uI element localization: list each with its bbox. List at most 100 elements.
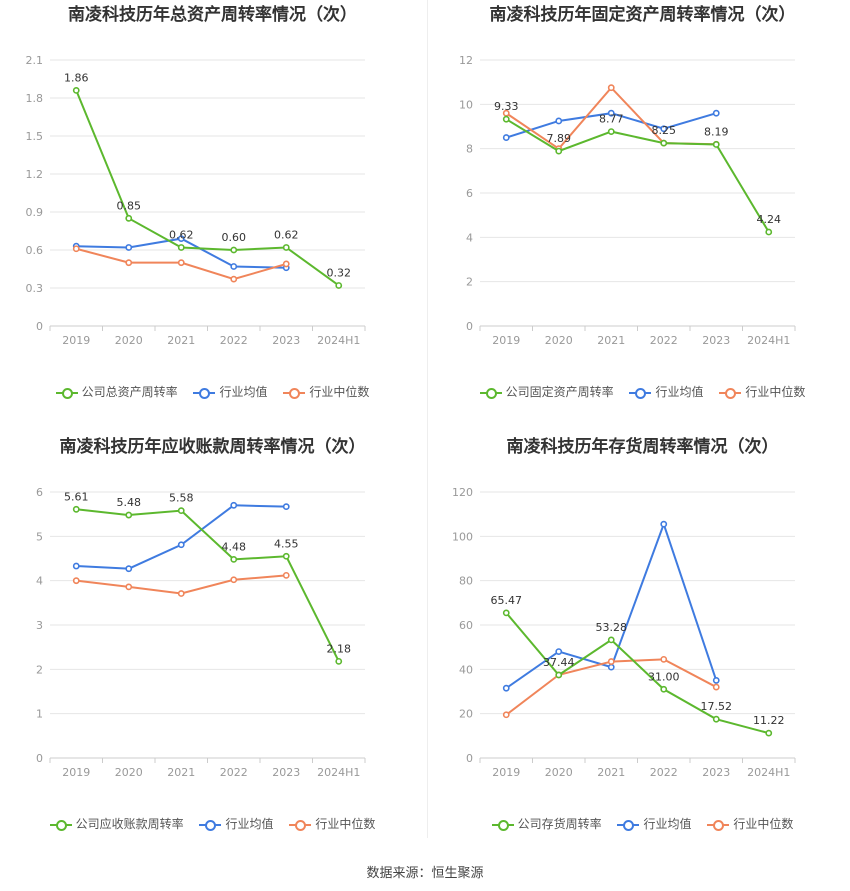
legend-marker-icon bbox=[479, 387, 502, 399]
data-point-median bbox=[712, 683, 720, 691]
y-tick-label: 40 bbox=[459, 663, 473, 676]
chart-plot: 0 1 2 3 4 5 6 2019 2020 2021 2022 2023 2024H1 5.61 5.4… bbox=[36, 486, 366, 779]
y-tick-label: 0 bbox=[36, 320, 43, 333]
x-tick-label: 2020 bbox=[115, 766, 143, 779]
legend-item-industry-average[interactable]: 行业均值 bbox=[629, 383, 704, 400]
x-tick-label: 2020 bbox=[115, 334, 143, 347]
x-tick-label: 2023 bbox=[272, 334, 300, 347]
legend-item-industry-median[interactable]: 行业中位数 bbox=[719, 383, 805, 400]
chart-plot: 0 2 4 6 8 10 12 2019 2020 2021 2022 2023 2024H1 9.33 7… bbox=[459, 54, 796, 347]
x-tick-label: 2023 bbox=[702, 334, 730, 347]
legend-item-company[interactable]: 公司总资产周转率 bbox=[55, 383, 178, 400]
data-point-median bbox=[125, 583, 133, 591]
data-label: 5.48 bbox=[117, 496, 142, 509]
x-tick-label: 2020 bbox=[545, 334, 573, 347]
legend-marker-icon bbox=[49, 819, 72, 831]
x-tick-label: 2022 bbox=[650, 766, 678, 779]
chart-plot: 0 0.3 0.6 0.9 1.2 1.5 1.8 2.1 2019 2020 2021 2022 20… bbox=[26, 54, 366, 347]
data-point-company bbox=[125, 511, 133, 519]
legend-item-industry-average[interactable]: 行业均值 bbox=[617, 815, 692, 832]
data-point-avg bbox=[72, 562, 80, 570]
data-point-median bbox=[607, 84, 615, 92]
data-point-avg bbox=[660, 520, 668, 528]
chart-legend: 公司应收账款周转率 行业均值 行业中位数 bbox=[0, 815, 425, 832]
data-source-note: 数据来源：恒生聚源 bbox=[366, 866, 484, 881]
chart-panel-receivables-turnover: 南凌科技历年应收账款周转率情况（次） 0 1 2 3 4 5 6 2019 2020 2021 20… bbox=[0, 432, 425, 864]
x-tick-label: 2024H1 bbox=[747, 766, 790, 779]
series-line-company bbox=[505, 612, 770, 735]
x-tick-label: 2023 bbox=[702, 766, 730, 779]
data-point-avg bbox=[177, 541, 185, 549]
y-tick-label: 2.1 bbox=[26, 54, 44, 67]
y-tick-label: 10 bbox=[459, 98, 473, 111]
series-line-company bbox=[505, 118, 770, 233]
y-tick-label: 8 bbox=[466, 143, 473, 156]
y-tick-label: 80 bbox=[459, 575, 473, 588]
data-point-avg bbox=[230, 263, 238, 270]
legend-marker-icon bbox=[193, 387, 216, 399]
chart-title: 南凌科技历年应收账款周转率情况（次） bbox=[59, 437, 366, 457]
legend-item-company[interactable]: 公司应收账款周转率 bbox=[49, 815, 184, 832]
data-label: 8.77 bbox=[599, 113, 624, 126]
data-point-median bbox=[72, 245, 80, 253]
data-point-company bbox=[502, 609, 510, 617]
data-point-company bbox=[765, 228, 773, 236]
data-point-company bbox=[230, 246, 238, 254]
data-point-company bbox=[660, 139, 668, 147]
legend-item-industry-average[interactable]: 行业均值 bbox=[199, 815, 274, 832]
x-tick-label: 2024H1 bbox=[317, 766, 360, 779]
legend-item-industry-median[interactable]: 行业中位数 bbox=[707, 815, 793, 832]
data-label: 4.24 bbox=[757, 213, 782, 226]
data-point-avg bbox=[555, 117, 563, 125]
y-tick-label: 4 bbox=[36, 575, 43, 588]
data-label: 0.62 bbox=[274, 228, 299, 241]
data-label: 8.25 bbox=[652, 124, 677, 137]
data-point-company bbox=[555, 147, 563, 155]
chart-plot: 0 20 40 60 80 100 120 2019 2020 2021 2022 2023 2024H… bbox=[452, 486, 796, 779]
legend-item-company[interactable]: 公司存货周转率 bbox=[491, 815, 602, 832]
data-label: 53.28 bbox=[596, 621, 628, 634]
x-tick-label: 2019 bbox=[492, 334, 520, 347]
y-tick-label: 6 bbox=[466, 187, 473, 200]
data-label: 1.86 bbox=[64, 71, 89, 84]
x-tick-label: 2024H1 bbox=[317, 334, 360, 347]
y-tick-label: 0.6 bbox=[26, 244, 44, 257]
legend-marker-icon bbox=[199, 819, 222, 831]
chart-legend: 公司固定资产周转率 行业均值 行业中位数 bbox=[430, 383, 850, 400]
legend-marker-icon bbox=[55, 387, 78, 399]
data-point-avg bbox=[502, 134, 510, 141]
chart-legend: 公司存货周转率 行业均值 行业中位数 bbox=[430, 815, 850, 832]
data-point-median bbox=[660, 655, 668, 663]
data-point-avg bbox=[125, 565, 133, 573]
series-line-company bbox=[75, 90, 340, 287]
legend-item-company[interactable]: 公司固定资产周转率 bbox=[479, 383, 614, 400]
chart-panel-total-asset-turnover: 南凌科技历年总资产周转率情况（次） 0 0.3 0.6 0.9 1.2 1.5 1.8 2.1… bbox=[0, 0, 425, 432]
legend-item-industry-median[interactable]: 行业中位数 bbox=[283, 383, 369, 400]
y-tick-label: 2 bbox=[36, 663, 43, 676]
y-tick-label: 0.9 bbox=[26, 206, 44, 219]
data-label: 0.62 bbox=[169, 228, 194, 241]
y-tick-label: 6 bbox=[36, 486, 43, 499]
data-point-median bbox=[125, 259, 133, 267]
x-tick-label: 2019 bbox=[492, 766, 520, 779]
x-tick-label: 2021 bbox=[167, 334, 195, 347]
data-point-median bbox=[177, 259, 185, 267]
data-point-median bbox=[607, 658, 615, 665]
panel-divider bbox=[427, 0, 428, 838]
legend-marker-icon bbox=[617, 819, 640, 831]
y-tick-label: 0 bbox=[466, 320, 473, 333]
y-tick-label: 0 bbox=[466, 752, 473, 765]
data-point-company bbox=[335, 657, 343, 665]
legend-item-industry-median[interactable]: 行业中位数 bbox=[289, 815, 375, 832]
series-line-company bbox=[76, 508, 340, 662]
y-tick-label: 2 bbox=[466, 276, 473, 289]
data-point-avg bbox=[607, 109, 615, 117]
y-tick-label: 3 bbox=[36, 619, 43, 632]
data-point-company bbox=[607, 636, 615, 644]
legend-item-industry-average[interactable]: 行业均值 bbox=[193, 383, 268, 400]
legend-marker-icon bbox=[719, 387, 742, 399]
y-tick-label: 1.5 bbox=[26, 130, 44, 143]
chart-title: 南凌科技历年存货周转率情况（次） bbox=[506, 437, 779, 457]
data-point-median bbox=[282, 260, 290, 268]
y-tick-label: 1 bbox=[36, 708, 43, 721]
